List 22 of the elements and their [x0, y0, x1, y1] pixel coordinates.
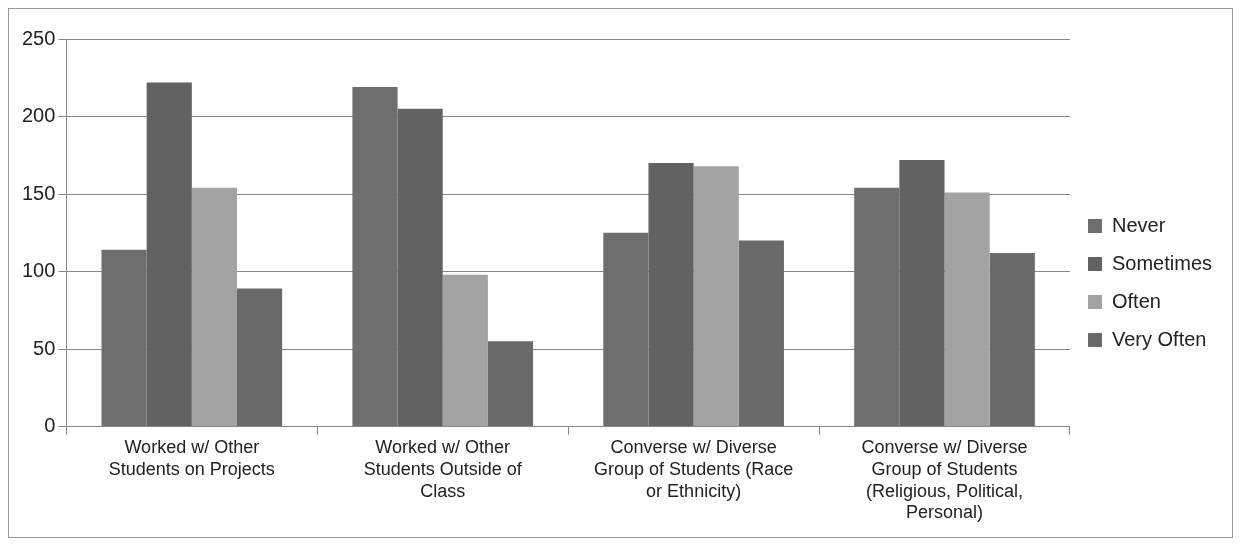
y-tick-label: 100 [21, 259, 56, 282]
y-tick-label: 50 [33, 336, 56, 359]
legend-label: Often [1111, 289, 1161, 312]
bar [738, 240, 784, 427]
bar [989, 252, 1035, 427]
x-tick-label: Worked w/ Other Students Outside of Class [363, 437, 523, 501]
legend-label: Very Often [1111, 327, 1207, 350]
bar [944, 192, 990, 427]
bar [442, 274, 488, 427]
legend-label: Never [1111, 213, 1166, 236]
legend-label: Sometimes [1111, 251, 1212, 274]
y-tick-label: 250 [21, 26, 56, 49]
x-tick-label: Converse w/ Diverse Group of Students (Religious, Political, Personal) [861, 437, 1028, 523]
x-tick-label: Converse w/ Diverse Group of Students (Race or Ethnicity) [594, 437, 794, 501]
bar [236, 288, 283, 427]
bar [191, 187, 237, 427]
bar [487, 341, 534, 427]
bar [693, 166, 739, 427]
y-tick-label: 150 [21, 181, 56, 204]
y-tick-label: 200 [21, 104, 56, 127]
y-tick-label: 0 [44, 414, 56, 437]
x-tick-label: Worked w/ Other Students on Projects [108, 437, 275, 479]
